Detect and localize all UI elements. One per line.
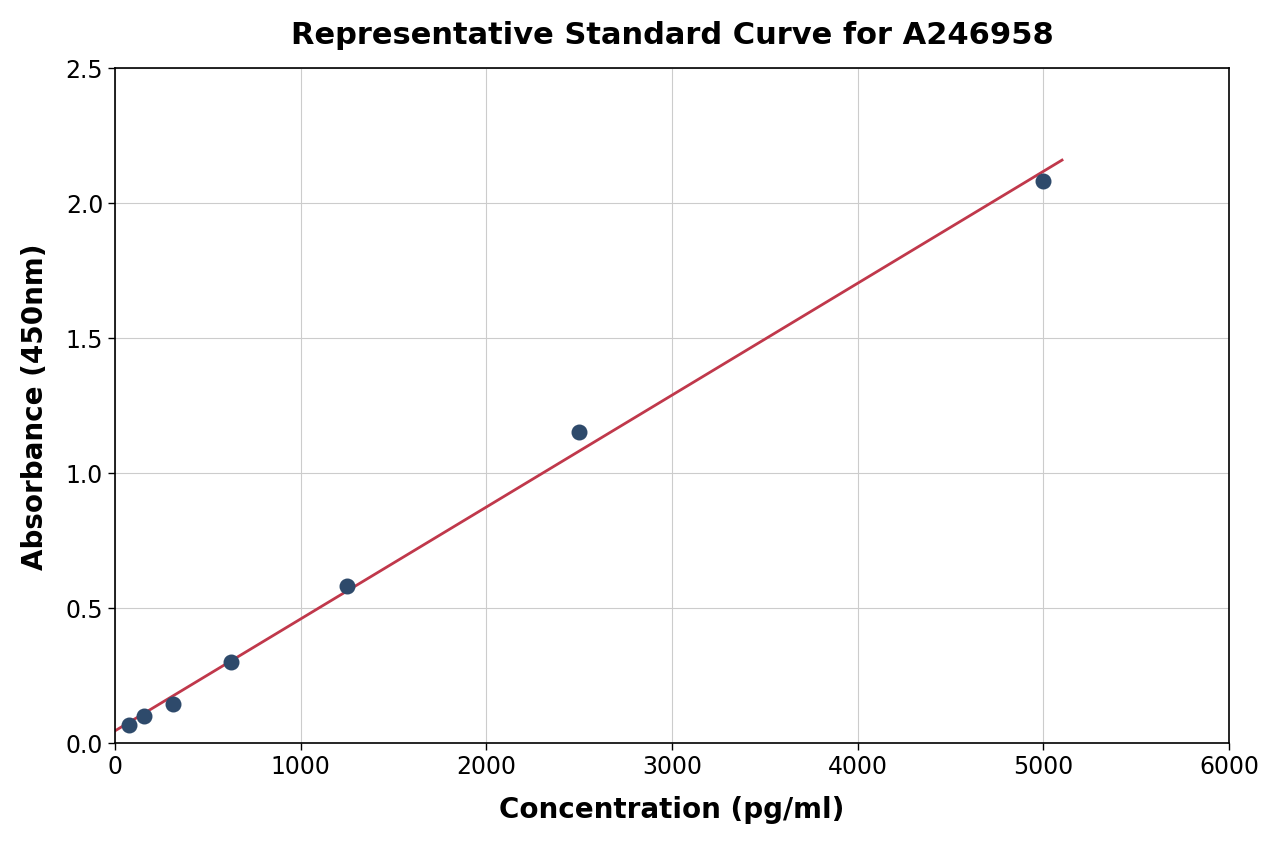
X-axis label: Concentration (pg/ml): Concentration (pg/ml)	[499, 795, 845, 823]
Point	[568, 426, 589, 440]
Title: Representative Standard Curve for A246958: Representative Standard Curve for A24695…	[291, 21, 1053, 50]
Point	[133, 709, 154, 722]
Point	[337, 580, 357, 593]
Point	[119, 718, 140, 732]
Y-axis label: Absorbance (450nm): Absorbance (450nm)	[20, 243, 49, 569]
Point	[1033, 176, 1053, 189]
Point	[163, 697, 183, 711]
Point	[220, 655, 241, 668]
